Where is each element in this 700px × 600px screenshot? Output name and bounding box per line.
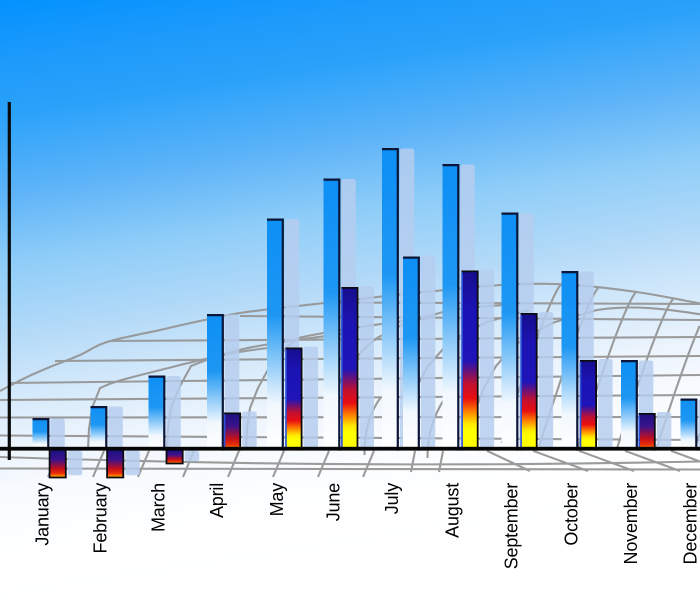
svg-text:July: July bbox=[382, 483, 402, 514]
svg-text:February: February bbox=[90, 483, 110, 554]
svg-text:December: December bbox=[680, 483, 700, 565]
svg-text:October: October bbox=[561, 483, 581, 546]
svg-text:June: June bbox=[323, 483, 343, 521]
svg-text:March: March bbox=[148, 483, 168, 532]
svg-text:April: April bbox=[207, 483, 227, 518]
svg-text:September: September bbox=[501, 483, 521, 569]
svg-text:January: January bbox=[32, 483, 52, 546]
svg-text:August: August bbox=[442, 483, 462, 538]
svg-text:May: May bbox=[267, 483, 287, 517]
svg-text:November: November bbox=[621, 483, 641, 565]
